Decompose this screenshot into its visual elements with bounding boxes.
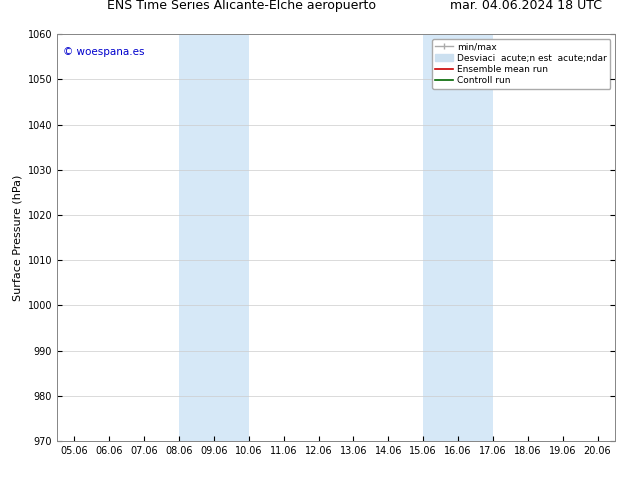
Text: ENS Time Series Alicante-Elche aeropuerto: ENS Time Series Alicante-Elche aeropuert… (107, 0, 376, 12)
Legend: min/max, Desviaci  acute;n est  acute;ndar, Ensemble mean run, Controll run: min/max, Desviaci acute;n est acute;ndar… (432, 39, 611, 89)
Text: mar. 04.06.2024 18 UTC: mar. 04.06.2024 18 UTC (450, 0, 602, 12)
Text: © woespana.es: © woespana.es (63, 47, 144, 56)
Bar (424, 34, 493, 441)
Y-axis label: Surface Pressure (hPa): Surface Pressure (hPa) (12, 174, 22, 301)
Bar (179, 34, 249, 441)
